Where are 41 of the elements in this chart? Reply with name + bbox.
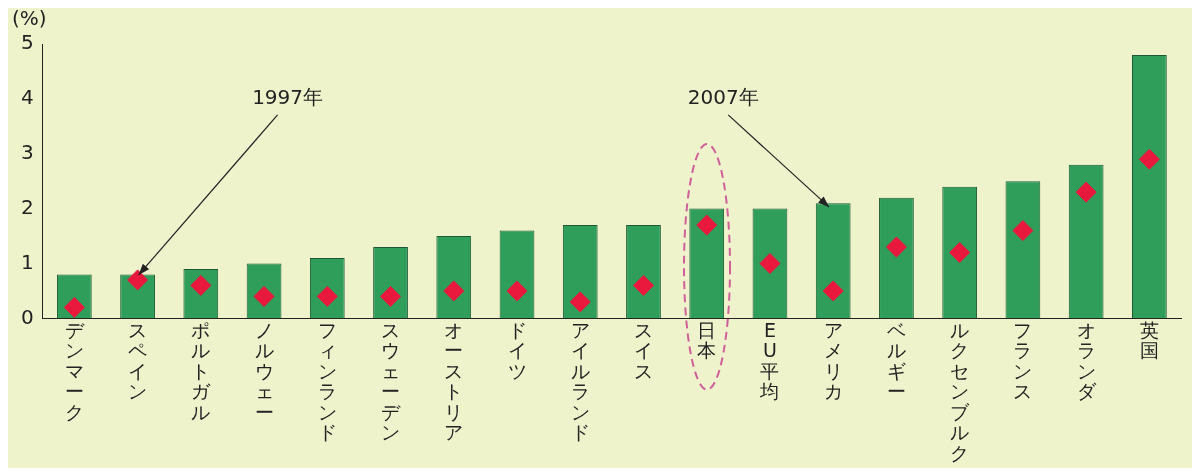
point bbox=[1012, 220, 1034, 242]
x-tick-label: オーストリア bbox=[444, 318, 464, 444]
x-tick-label: オランダ bbox=[1076, 318, 1097, 403]
point bbox=[822, 280, 844, 302]
point bbox=[569, 291, 591, 313]
x-tick-label: ドイツ bbox=[507, 318, 527, 382]
x-tick-label: ベルギー bbox=[886, 318, 906, 403]
point bbox=[696, 214, 718, 236]
point bbox=[380, 285, 402, 307]
x-tick-label: フィンランド bbox=[317, 318, 337, 444]
x-tick-label: スイス bbox=[633, 318, 653, 382]
x-tick-label: アメリカ bbox=[823, 318, 843, 403]
point bbox=[632, 274, 654, 296]
point bbox=[127, 269, 149, 291]
point bbox=[885, 236, 907, 258]
y-tick-label: 4 bbox=[20, 85, 34, 110]
point bbox=[759, 252, 781, 274]
y-tick-label: 0 bbox=[20, 304, 34, 329]
x-tick-label: スペイン bbox=[128, 318, 148, 403]
x-tick-label: ノルウェー bbox=[254, 318, 274, 423]
x-tick-label: ルクセンブルク bbox=[950, 318, 971, 464]
x-tick-label: スウェーデン bbox=[381, 318, 402, 444]
point bbox=[949, 242, 971, 264]
y-axis-title: (%) bbox=[12, 6, 47, 31]
annotation: 2007年 bbox=[687, 85, 759, 110]
y-tick-label: 1 bbox=[20, 249, 34, 274]
y-tick-label: 5 bbox=[20, 30, 34, 55]
point bbox=[1138, 148, 1160, 170]
point bbox=[1075, 181, 1097, 203]
point bbox=[443, 280, 465, 302]
y-tick-label: 3 bbox=[20, 139, 34, 164]
y-tick-label: 2 bbox=[20, 194, 34, 219]
x-tick-label: 日本 bbox=[697, 318, 717, 362]
x-tick-label: 英国 bbox=[1139, 318, 1159, 362]
x-tick-label: EU平均 bbox=[759, 318, 780, 403]
point bbox=[506, 280, 528, 302]
x-tick-label: デンマーク bbox=[64, 318, 85, 423]
x-tick-label: ポルトガル bbox=[191, 318, 212, 423]
x-tick-label: アイルランド bbox=[570, 318, 590, 444]
annotation: 1997年 bbox=[252, 85, 324, 110]
x-tick-label: フランス bbox=[1013, 318, 1033, 403]
